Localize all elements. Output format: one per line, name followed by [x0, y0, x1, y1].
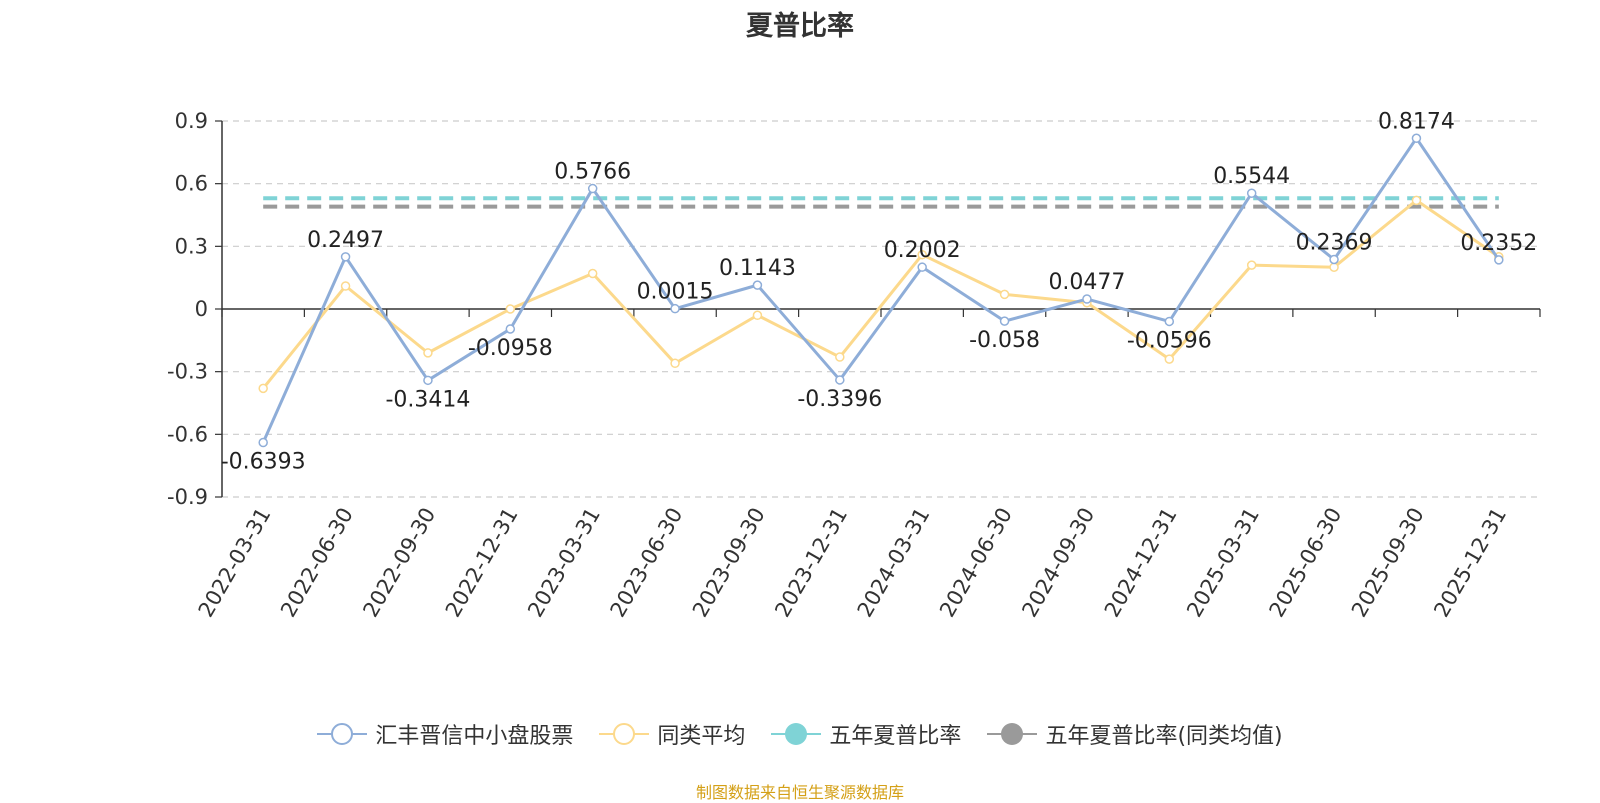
y-tick-label: -0.3	[167, 360, 208, 384]
series-layer	[258, 133, 1504, 448]
data-point	[999, 289, 1010, 300]
data-point	[917, 249, 927, 260]
legend-five-year-peer-symbol	[987, 723, 1038, 745]
x-tick-label: 2022-03-31	[194, 504, 276, 622]
data-label: -0.6393	[221, 450, 306, 475]
y-tick-label: -0.6	[167, 422, 208, 446]
legend-five-year-peer-label: 五年夏普比率(同类均值)	[1045, 724, 1283, 749]
data-point	[340, 252, 351, 262]
legend-five-year-symbol	[771, 723, 822, 745]
data-point	[1164, 354, 1175, 364]
x-tick-label: 2023-06-30	[606, 504, 688, 622]
data-point	[340, 281, 351, 291]
y-tick-label: -0.9	[167, 485, 208, 509]
x-tick-label: 2023-12-31	[770, 504, 852, 622]
legend-peer-label: 同类平均	[657, 724, 746, 749]
data-point	[1246, 260, 1257, 270]
data-label: -0.3396	[797, 387, 882, 412]
data-point	[1329, 262, 1339, 272]
data-label: 0.2369	[1296, 231, 1373, 256]
x-tick-label: 2022-06-30	[276, 504, 358, 622]
legend-peer-symbol	[599, 723, 650, 745]
legend: 汇丰晋信中小盘股票 同类平均 五年夏普比率 五年夏普比率(同类均值)	[0, 718, 1600, 750]
x-tick-label: 2024-12-31	[1100, 504, 1182, 622]
legend-item-five-year[interactable]: 五年夏普比率	[771, 718, 961, 750]
data-point	[423, 375, 433, 386]
x-tick-label: 2022-12-31	[441, 504, 523, 622]
legend-item-five-year-peer[interactable]: 五年夏普比率(同类均值)	[987, 718, 1283, 750]
data-point	[505, 304, 516, 314]
data-label: 0.1143	[719, 256, 796, 281]
label-layer: -0.63930.2497-0.3414-0.09580.57660.00150…	[221, 109, 1538, 474]
data-point	[1494, 255, 1504, 265]
x-tick-label: 2025-06-30	[1265, 504, 1347, 622]
data-point	[999, 316, 1010, 326]
source-note: 制图数据来自恒生聚源数据库	[695, 783, 904, 802]
legend-five-year-label: 五年夏普比率	[829, 724, 962, 749]
data-point	[258, 383, 268, 394]
series-line	[262, 198, 1500, 390]
data-point	[1164, 316, 1175, 327]
data-point	[752, 310, 763, 321]
y-tick-label: 0.9	[175, 109, 208, 133]
series-line	[261, 136, 1501, 444]
data-label: 0.8174	[1378, 109, 1455, 134]
data-point	[1411, 195, 1422, 206]
x-tick-label: 2024-06-30	[935, 504, 1017, 622]
data-point	[1082, 294, 1092, 304]
x-tick-label: 2025-12-31	[1429, 504, 1511, 622]
data-point	[505, 324, 516, 334]
x-tick-label: 2022-09-30	[358, 504, 440, 622]
data-point	[835, 375, 845, 385]
x-tick-label: 2025-03-31	[1182, 504, 1264, 622]
data-label: -0.0596	[1127, 328, 1212, 353]
data-point	[670, 358, 680, 369]
x-tick-label: 2023-09-30	[688, 504, 770, 622]
legend-fund-symbol	[317, 723, 368, 745]
data-label: 0.5544	[1213, 164, 1290, 189]
data-point	[587, 183, 598, 194]
data-label: -0.0958	[468, 336, 553, 361]
legend-fund-label: 汇丰晋信中小盘股票	[375, 724, 574, 749]
y-tick-label: 0	[195, 297, 208, 321]
data-label: 0.2352	[1460, 231, 1537, 256]
data-label: -0.058	[969, 328, 1040, 353]
x-tick-label: 2023-03-31	[523, 504, 605, 622]
data-label: -0.3414	[385, 387, 470, 412]
data-label: 0.2002	[884, 238, 961, 263]
data-point	[1329, 254, 1339, 265]
data-point	[587, 268, 598, 279]
data-point	[258, 437, 268, 448]
data-label: 0.0477	[1048, 270, 1125, 295]
chart-title: 夏普比率	[746, 11, 854, 42]
data-point	[423, 348, 433, 358]
data-label: 0.2497	[307, 228, 384, 253]
x-tick-label: 2025-09-30	[1347, 504, 1429, 622]
legend-item-fund[interactable]: 汇丰晋信中小盘股票	[317, 718, 573, 750]
data-point	[752, 280, 763, 290]
x-tick-label: 2024-09-30	[1017, 504, 1099, 622]
legend-item-peer-average[interactable]: 同类平均	[599, 718, 745, 750]
y-tick-label: 0.3	[175, 234, 208, 258]
data-point	[1246, 188, 1257, 198]
x-tick-label: 2024-03-31	[853, 504, 935, 622]
data-label: 0.0015	[637, 280, 714, 305]
data-point	[1411, 133, 1422, 144]
data-point	[835, 352, 845, 362]
data-label: 0.5766	[554, 160, 631, 185]
y-tick-label: 0.6	[175, 172, 208, 196]
data-point	[670, 303, 680, 314]
data-point	[917, 262, 927, 272]
